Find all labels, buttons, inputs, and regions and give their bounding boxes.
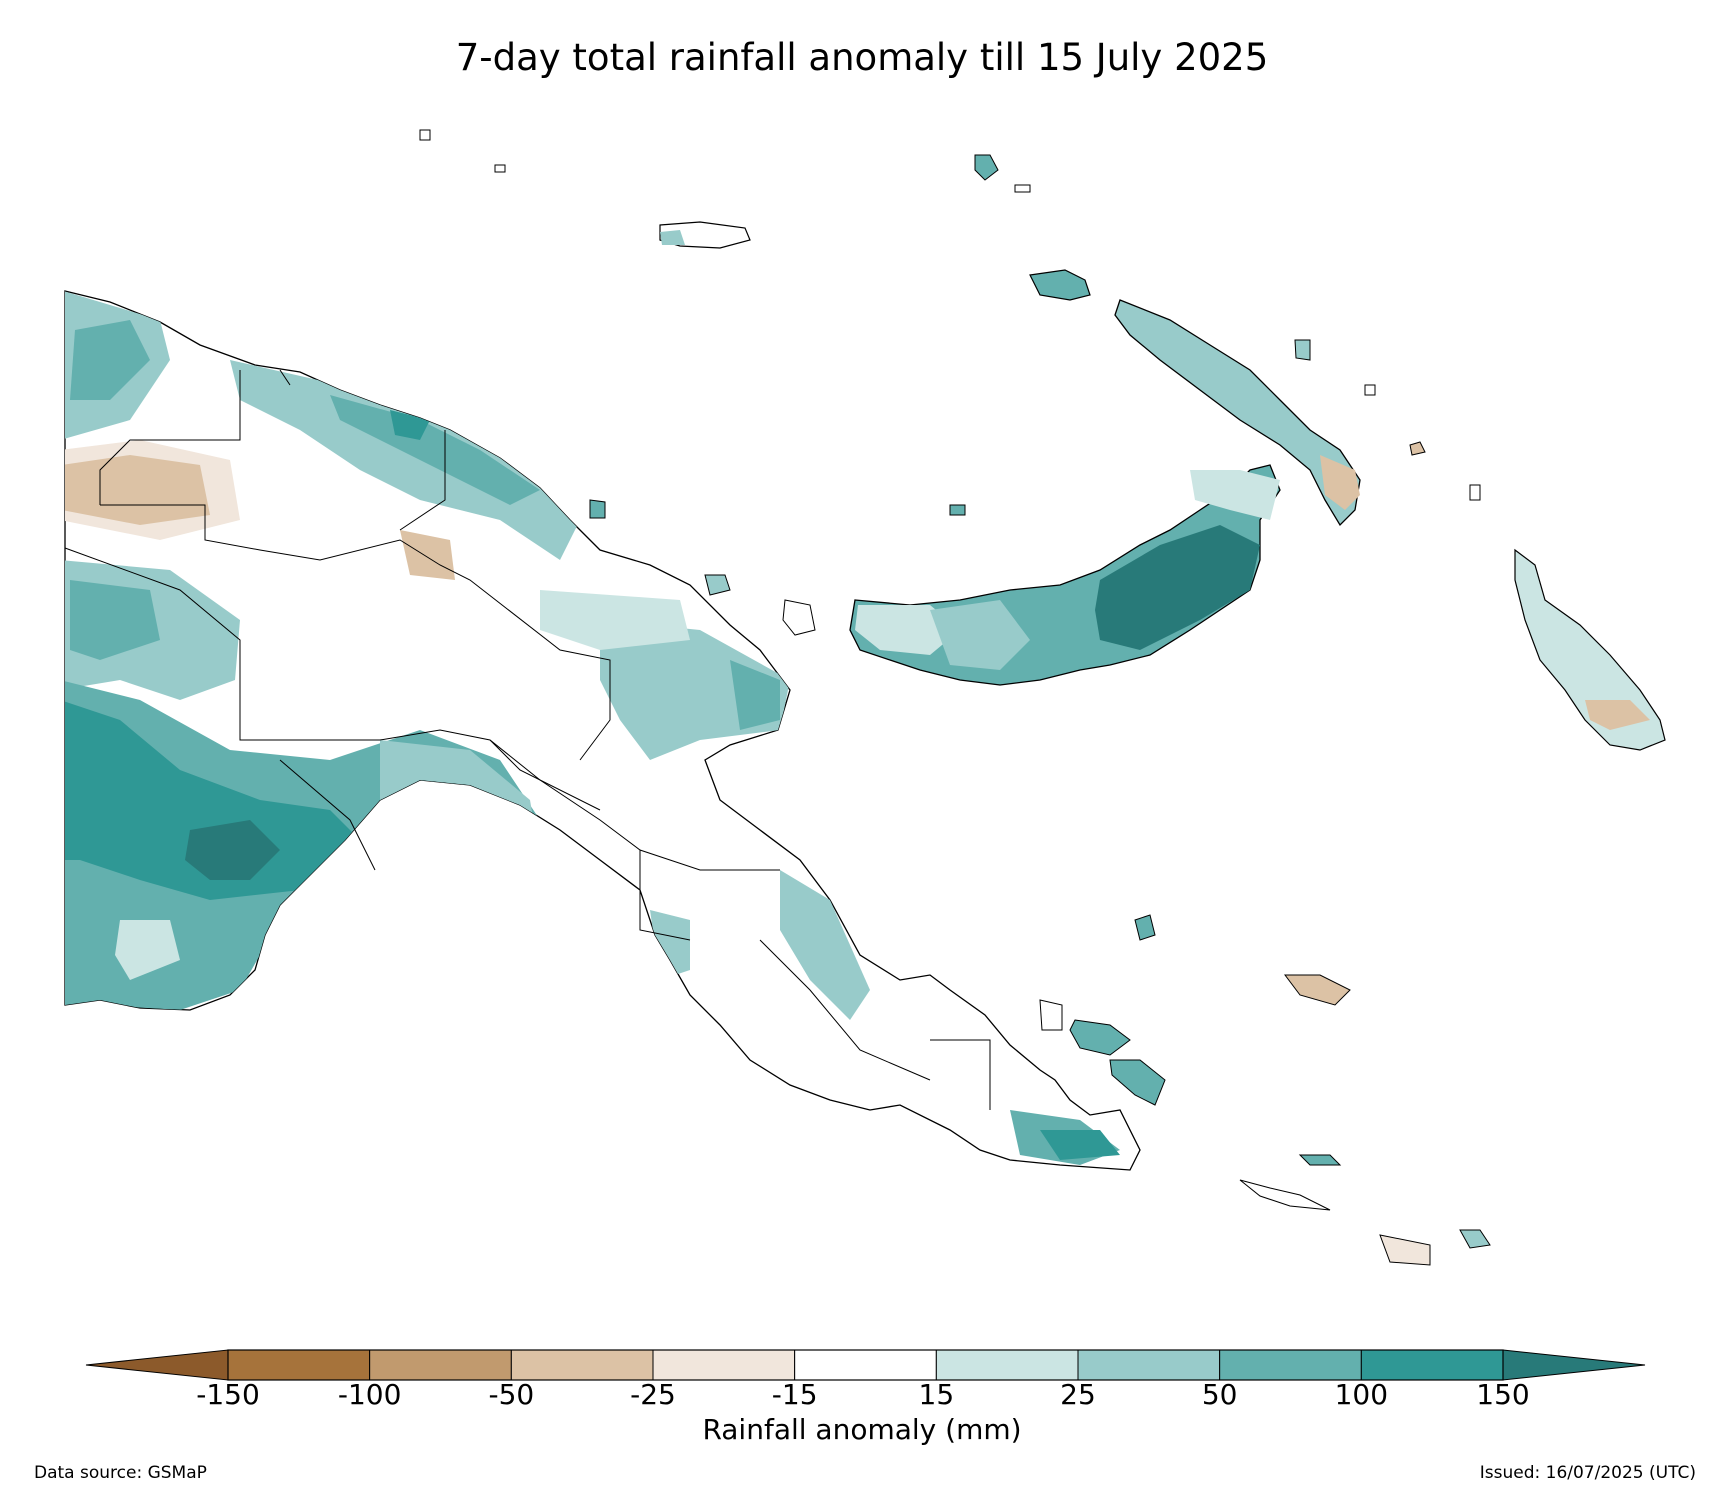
anomaly-zone-southwest-core xyxy=(65,700,360,900)
new-ireland-tip-dry xyxy=(1320,455,1360,510)
colorbar-label: Rainfall anomaly (mm) xyxy=(702,1413,1022,1446)
bougainville-dry xyxy=(1585,700,1650,730)
new-britain xyxy=(849,464,1281,686)
anomaly-zone-east-bulge-core xyxy=(730,660,780,730)
small-island-tagula-chain xyxy=(1239,1179,1331,1211)
new-britain-east-core xyxy=(1095,525,1260,650)
colorbar-tick-label: 100 xyxy=(1334,1378,1389,1411)
colorbar-extend-low xyxy=(85,1349,229,1381)
new-britain-west-mid xyxy=(930,600,1030,670)
colorbar-segment xyxy=(1077,1349,1221,1381)
colorbar-segment xyxy=(369,1349,512,1381)
small-island-normanby xyxy=(1109,1059,1166,1106)
colorbar-tick-label: 15 xyxy=(918,1378,955,1411)
small-island-wuvulu xyxy=(494,164,506,173)
small-island-north xyxy=(974,154,999,181)
colorbar-tick-label: 150 xyxy=(1476,1378,1530,1411)
anomaly-zone-se-tip-core xyxy=(1040,1130,1120,1160)
colorbar-segment xyxy=(510,1349,654,1381)
small-island-witu xyxy=(949,504,966,516)
anomaly-zone-west-dry-core xyxy=(65,455,210,525)
anomaly-zone-north-coast xyxy=(230,360,580,560)
new-ireland-outline xyxy=(1114,299,1361,527)
small-island-nissan xyxy=(1469,484,1481,501)
new-ireland xyxy=(1114,299,1361,527)
colorbar-frame xyxy=(227,1349,1504,1381)
colorbar-tick-label: -50 xyxy=(488,1378,535,1411)
new-hanover-island xyxy=(1029,269,1091,301)
small-island-rossel xyxy=(1459,1229,1491,1249)
colorbar-tick-label: -15 xyxy=(771,1378,818,1411)
colorbar-segment xyxy=(1360,1349,1504,1381)
bougainville xyxy=(1514,548,1666,751)
colorbar-segment xyxy=(652,1349,796,1381)
small-island-fergusson xyxy=(1069,1019,1131,1056)
anomaly-zone-nw-core xyxy=(70,320,150,400)
anomaly-zone-gulf-light xyxy=(115,920,180,980)
anomaly-zone-west-central-core xyxy=(70,580,160,660)
anomaly-zone-central-dry xyxy=(400,530,455,580)
anomaly-zone-north-coast-core xyxy=(330,395,540,505)
small-island-lihir xyxy=(1409,441,1426,456)
manus-island-wet xyxy=(660,230,685,245)
colorbar-segment xyxy=(1219,1349,1362,1381)
colorbar-tick-label: 50 xyxy=(1201,1378,1238,1411)
issued-date-text: Issued: 16/07/2025 (UTC) xyxy=(1479,1463,1696,1483)
small-island-umboi xyxy=(782,599,816,636)
mainland xyxy=(64,290,1141,1171)
colorbar-segment xyxy=(227,1349,371,1381)
small-island-misima xyxy=(1298,1154,1342,1166)
new-britain-ne-light xyxy=(1190,470,1280,520)
colorbar-segment xyxy=(935,1349,1079,1381)
anomaly-zone-southwest-peak xyxy=(185,820,280,880)
small-island-goodenough xyxy=(1134,914,1156,941)
small-island-woodlark xyxy=(1284,974,1351,1006)
colorbar-tick-label: -25 xyxy=(630,1378,676,1411)
colorbar-extend-high xyxy=(1502,1349,1646,1381)
small-island-dentrecasteaux-1 xyxy=(1039,999,1063,1031)
small-island-nw-atoll xyxy=(419,129,431,141)
small-island-sudest xyxy=(1379,1234,1431,1266)
map-title: 7-day total rainfall anomaly till 15 Jul… xyxy=(455,36,1269,79)
anomaly-zone-papuan-tail xyxy=(780,870,870,1020)
data-source-text: Data source: GSMaP xyxy=(34,1463,207,1483)
colorbar-tick-label: -100 xyxy=(337,1378,402,1411)
colorbar-tick-label: 25 xyxy=(1060,1378,1096,1411)
colorbar-segment xyxy=(794,1349,937,1381)
small-island-feni xyxy=(1364,384,1376,396)
anomaly-zone-northeast-light xyxy=(540,590,690,650)
small-island-tabar xyxy=(1294,339,1311,361)
small-island-emirau xyxy=(1014,184,1031,193)
small-island-karkar xyxy=(589,499,606,519)
colorbar-segments xyxy=(227,1349,1504,1381)
small-island-long xyxy=(704,574,731,596)
colorbar-tick-label: -150 xyxy=(196,1378,260,1411)
province-boundaries xyxy=(64,369,991,1110)
